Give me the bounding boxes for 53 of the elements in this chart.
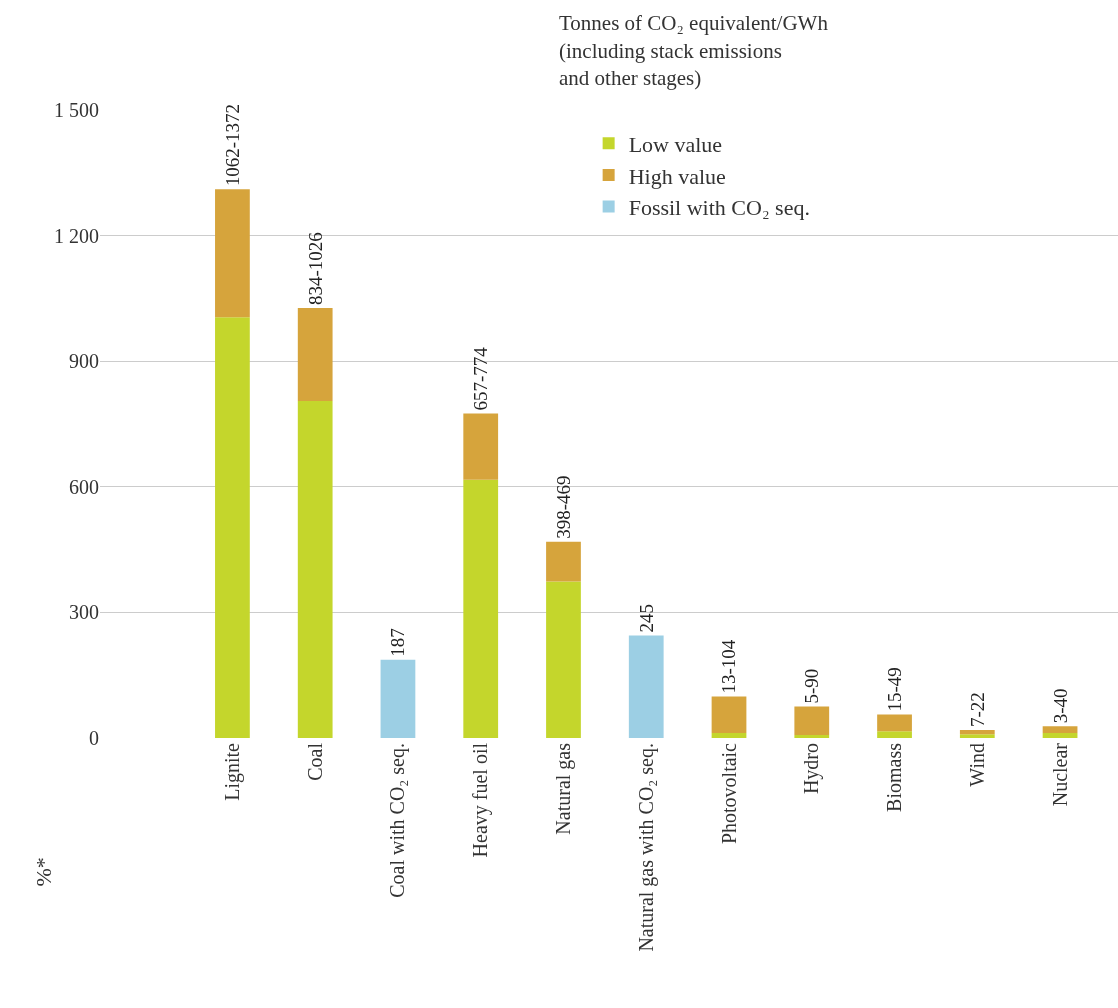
x-tick-label: Lignite	[220, 742, 244, 801]
data-label: 13-104	[718, 639, 740, 694]
data-label: 834-1026	[304, 232, 326, 306]
x-tick-label: Photovoltaic	[717, 742, 740, 845]
bar	[959, 730, 995, 735]
x-tick-label: Wind	[965, 743, 988, 787]
bar	[711, 696, 747, 733]
x-tick-label: Coal with CO₂ seq.	[386, 743, 410, 898]
y-tick-label: 600	[69, 475, 99, 498]
bar	[297, 400, 333, 738]
bar	[546, 541, 581, 582]
x-tick-label: Biomass	[883, 742, 906, 812]
bar	[959, 734, 995, 738]
y-tick-label: 300	[69, 601, 99, 624]
bar	[794, 735, 830, 738]
bar	[463, 413, 499, 480]
legend-label: High value	[628, 163, 726, 189]
data-label: 187	[387, 628, 409, 657]
bar	[215, 189, 250, 318]
chart-title: Tonnes of CO₂ equivalent/GWh (including stack emissions and other stages)	[559, 11, 829, 90]
data-label: 398-469	[552, 475, 574, 539]
data-label: 3-40	[1049, 688, 1071, 724]
bar	[1042, 732, 1078, 738]
legend-label: Low value	[628, 131, 723, 157]
bar	[297, 308, 333, 401]
data-label: 5-90	[801, 668, 823, 704]
bar	[546, 581, 581, 738]
bar	[877, 731, 912, 738]
data-label: 657-774	[470, 346, 492, 411]
bar	[794, 706, 830, 736]
legend-label: Fossil with CO₂ seq.	[628, 195, 810, 221]
data-label: 1062-1372	[221, 103, 243, 187]
y-tick-label: 1 500	[54, 99, 99, 121]
bar	[711, 732, 747, 738]
text: %*	[31, 857, 57, 887]
bar	[877, 714, 912, 732]
y-tick-label: 900	[69, 350, 99, 373]
x-tick-label: Hydro	[800, 743, 824, 795]
data-label: 245	[635, 603, 657, 633]
bar	[628, 635, 664, 738]
x-tick-label: Nuclear	[1048, 742, 1071, 807]
bar	[380, 659, 416, 738]
data-label: 15-49	[884, 667, 906, 712]
x-tick-label: Coal	[303, 742, 326, 781]
data-label: 7-22	[966, 692, 988, 728]
bar	[463, 479, 499, 738]
x-tick-label: Natural gas with CO₂ seq.	[634, 743, 658, 952]
x-tick-label: Natural gas	[551, 742, 575, 835]
x-tick-label: Heavy fuel oil	[469, 742, 493, 858]
y-tick-label: 1 200	[54, 224, 99, 247]
bar	[1042, 726, 1078, 733]
bar	[215, 317, 250, 738]
y-tick-label: 0	[89, 727, 99, 749]
